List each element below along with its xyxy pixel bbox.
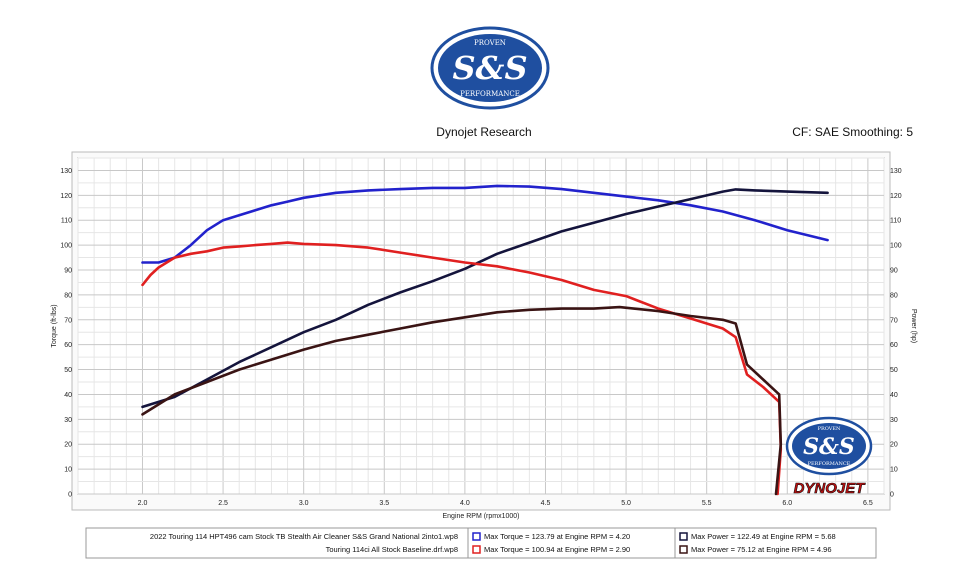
y-tick-label-left: 130 [60,168,72,175]
logo-main-text: S&S [452,49,527,87]
y-tick-label-right: 0 [890,492,894,499]
legend-box [85,527,877,559]
y-tick-label-right: 130 [890,168,902,175]
series-line-run2_power [141,305,783,496]
series-line-run1_torque [141,184,829,264]
dynojet-brand: DYNOJET [794,480,867,497]
y-tick-label-left: 0 [68,492,72,499]
y-tick-label-left: 110 [61,218,72,225]
y-tick-label-right: 80 [890,292,898,299]
watermark-main-text: S&S [803,434,855,460]
chart-title: Dynojet Research [436,125,531,139]
x-axis-ticks: 2.0 2.5 3.0 3.5 4.0 4.5 5.0 5.5 6.0 6.5 [138,500,873,507]
legend-run1-power: Max Power = 122.49 at Engine RPM = 5.68 [691,532,836,541]
x-tick-label: 3.5 [379,500,389,507]
legend-run2-name: Touring 114ci All Stock Baseline.drf.wp8 [326,545,458,554]
logo-top-text: PROVEN [474,39,506,47]
x-tick-label: 4.0 [460,500,470,507]
legend-run2-torque: Max Torque = 100.94 at Engine RPM = 2.90 [484,545,630,554]
x-tick-label: 4.5 [541,500,551,507]
y-tick-label-right: 120 [890,193,902,200]
legend-run1-name: 2022 Touring 114 HPT496 cam Stock TB Ste… [150,532,458,541]
series-line-run1_power [141,188,829,409]
y-tick-label-left: 70 [64,317,72,324]
legend: 2022 Touring 114 HPT496 cam Stock TB Ste… [85,527,877,559]
y-tick-label-right: 30 [890,417,898,424]
y-tick-label-left: 20 [64,442,72,449]
legend-swatch-run2-torque [472,545,481,554]
legend-run1-torque: Max Torque = 123.79 at Engine RPM = 4.20 [484,532,630,541]
y-tick-label-right: 20 [890,442,898,449]
y-tick-label-right: 90 [890,268,898,275]
x-tick-label: 6.0 [782,500,792,507]
x-tick-label: 2.5 [218,500,228,507]
y-axis-left-label: Torque (ft-lbs) [51,304,58,347]
y-axis-right-ticks: 0 10 20 30 40 50 60 70 80 90 100 110 120 130 [890,168,902,499]
y-tick-label-left: 120 [60,193,72,200]
watermark-bottom-text: PERFORMANCE [808,461,851,467]
y-tick-label-right: 60 [890,342,898,349]
x-tick-label: 6.5 [863,500,873,507]
x-tick-label: 5.0 [621,500,631,507]
y-tick-label-left: 80 [64,292,72,299]
y-tick-label-left: 30 [64,417,72,424]
series-lines [141,184,829,496]
y-axis-right-label: Power (hp) [910,309,917,343]
y-tick-label-left: 60 [64,342,72,349]
legend-swatch-run1-power [679,532,688,541]
legend-swatch-run2-power [679,545,688,554]
y-tick-label-right: 50 [890,367,898,374]
ss-logo: PROVEN S&S PERFORMANCE [430,26,550,110]
y-tick-label-left: 10 [64,467,72,474]
legend-swatch-run1-torque [472,532,481,541]
x-tick-label: 5.5 [702,500,712,507]
logo-bottom-text: PERFORMANCE [460,90,520,98]
legend-run2-power: Max Power = 75.12 at Engine RPM = 4.96 [691,545,832,554]
y-tick-label-left: 90 [64,268,72,275]
series-line-run2_torque [141,241,783,496]
y-tick-label-right: 110 [890,218,901,225]
x-tick-label: 2.0 [138,500,148,507]
y-tick-label-left: 50 [64,367,72,374]
x-axis-label: Engine RPM (rpmx1000) [442,513,519,520]
y-axis-left-ticks: 0 10 20 30 40 50 60 70 80 90 100 110 120 130 [60,168,72,499]
y-tick-label-right: 100 [890,243,902,250]
y-tick-label-left: 100 [60,243,72,250]
watermark-top-text: PROVEN [818,426,841,432]
cf-smoothing-text: CF: SAE Smoothing: 5 [792,125,913,139]
y-tick-label-left: 40 [64,392,72,399]
y-tick-label-right: 70 [890,317,898,324]
x-tick-label: 3.0 [299,500,309,507]
ss-watermark-logo: PROVEN S&S PERFORMANCE [785,416,873,476]
y-tick-label-right: 40 [890,392,898,399]
y-tick-label-right: 10 [890,467,898,474]
